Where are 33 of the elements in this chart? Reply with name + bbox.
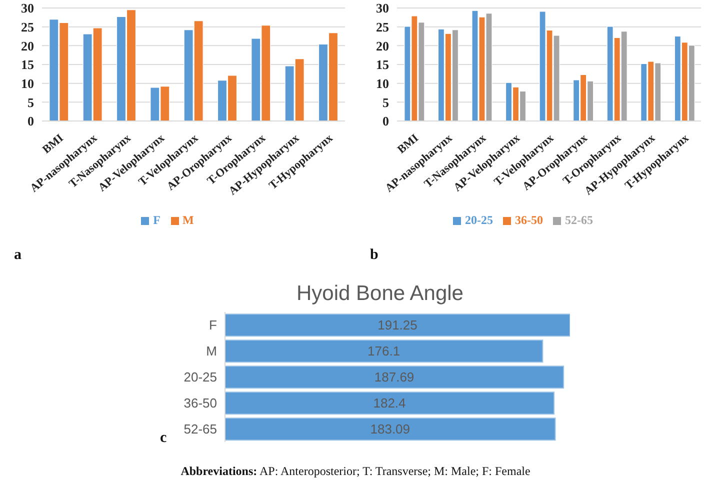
y-tick-label: 5 xyxy=(28,94,34,110)
chart-title: Hyoid Bone Angle xyxy=(296,281,464,307)
text: b xyxy=(370,247,378,264)
data-label: 187.69 xyxy=(374,370,414,385)
y-tick-label: 10 xyxy=(21,76,34,91)
y-tick-label: 0 xyxy=(382,114,389,129)
data-label: 183.09 xyxy=(370,422,410,437)
data-label: 176.1 xyxy=(368,344,400,359)
y-tick-label: 20-25 xyxy=(184,370,217,385)
y-tick-label: 0 xyxy=(28,114,34,129)
y-tick-label: F xyxy=(209,318,218,333)
y-tick-label: 10 xyxy=(376,76,389,91)
y-tick-label: 20 xyxy=(376,38,389,54)
y-tick-label: 25 xyxy=(21,19,34,34)
legend-label: 52-65 xyxy=(565,213,593,227)
data-label: 191.25 xyxy=(378,318,418,333)
y-tick-label: 20 xyxy=(21,38,34,54)
y-tick-label: 30 xyxy=(376,0,389,16)
text: Abbreviations: AP: Anteroposterior; T: Transverse; M: Male; F: Female xyxy=(180,464,532,479)
text: c xyxy=(160,430,167,447)
legend-label: F xyxy=(153,213,160,227)
data-label: 182.4 xyxy=(373,396,406,411)
y-tick-label: 15 xyxy=(376,57,390,72)
y-tick-label: 15 xyxy=(21,57,34,72)
y-tick-label: 25 xyxy=(376,19,390,34)
legend-label: 20-25 xyxy=(465,213,493,227)
y-tick-label: 30 xyxy=(21,0,34,16)
y-tick-label: 52-65 xyxy=(184,422,217,437)
y-tick-label: 5 xyxy=(382,94,390,110)
text: a xyxy=(14,247,22,264)
legend-label: 36-50 xyxy=(515,213,543,227)
y-tick-label: 36-50 xyxy=(184,396,217,411)
y-tick-label: M xyxy=(206,344,217,359)
